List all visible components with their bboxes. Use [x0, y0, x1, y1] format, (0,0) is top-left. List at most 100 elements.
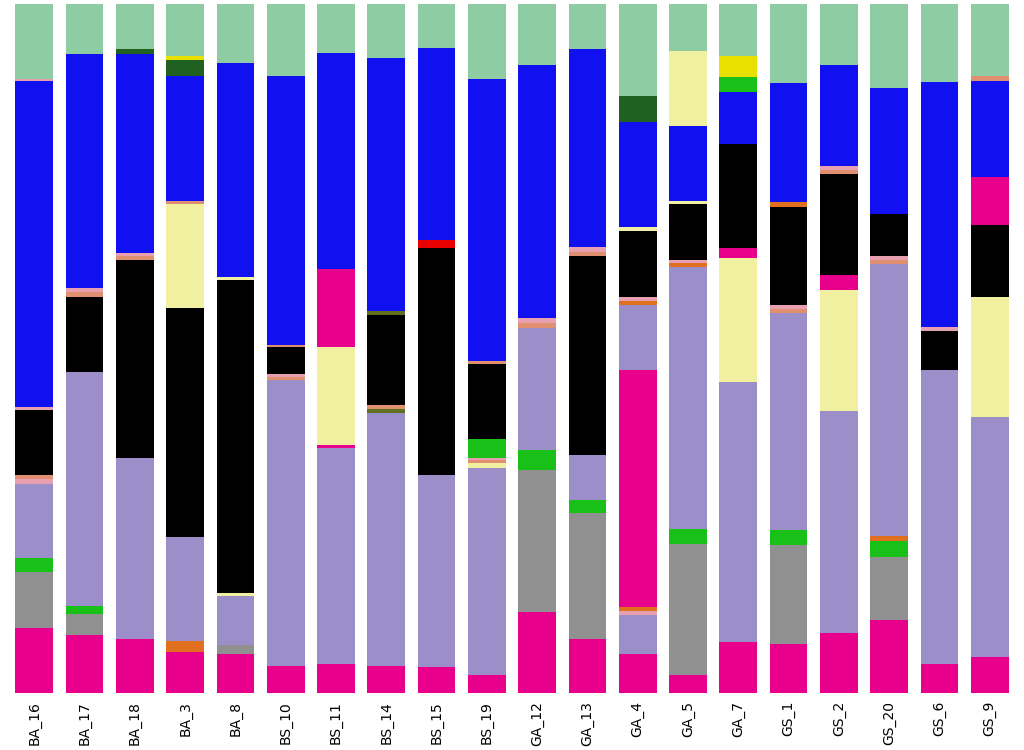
Bar [618, 297, 656, 301]
Bar [368, 409, 406, 413]
Bar [921, 82, 958, 327]
Bar [669, 530, 707, 544]
Bar [116, 4, 154, 50]
Bar [317, 448, 355, 664]
Bar [468, 458, 506, 460]
Bar [166, 652, 204, 693]
Bar [166, 204, 204, 308]
Bar [921, 327, 958, 331]
Bar [921, 4, 958, 82]
Bar [618, 4, 656, 96]
Bar [317, 347, 355, 445]
Bar [568, 248, 606, 252]
Bar [971, 225, 1009, 297]
Bar [418, 476, 456, 668]
Bar [468, 361, 506, 364]
Bar [770, 4, 807, 83]
Bar [217, 596, 254, 644]
Bar [15, 475, 53, 479]
Bar [166, 537, 204, 641]
Bar [15, 572, 53, 628]
Bar [921, 370, 958, 664]
Bar [66, 634, 103, 693]
Bar [971, 177, 1009, 225]
Bar [770, 83, 807, 202]
Bar [468, 460, 506, 464]
Bar [770, 644, 807, 693]
Bar [267, 380, 304, 667]
Bar [669, 674, 707, 693]
Bar [66, 296, 103, 372]
Bar [971, 297, 1009, 417]
Bar [66, 54, 103, 288]
Bar [720, 248, 757, 258]
Bar [720, 92, 757, 144]
Bar [15, 81, 53, 407]
Bar [568, 256, 606, 454]
Bar [518, 450, 556, 470]
Bar [166, 76, 204, 201]
Bar [368, 4, 406, 58]
Bar [568, 454, 606, 500]
Bar [618, 304, 656, 370]
Bar [116, 256, 154, 259]
Bar [468, 468, 506, 674]
Bar [166, 201, 204, 204]
Bar [368, 413, 406, 666]
Bar [618, 227, 656, 231]
Bar [518, 612, 556, 693]
Bar [15, 79, 53, 81]
Bar [618, 654, 656, 693]
Bar [368, 315, 406, 405]
Bar [770, 206, 807, 305]
Bar [166, 641, 204, 652]
Bar [669, 544, 707, 674]
Bar [116, 54, 154, 253]
Bar [669, 267, 707, 530]
Bar [418, 240, 456, 248]
Bar [720, 258, 757, 382]
Bar [820, 64, 858, 166]
Bar [720, 4, 757, 56]
Bar [971, 76, 1009, 81]
Bar [518, 328, 556, 450]
Bar [217, 592, 254, 596]
Bar [971, 81, 1009, 177]
Bar [317, 53, 355, 268]
Bar [468, 364, 506, 439]
Bar [418, 248, 456, 476]
Bar [15, 559, 53, 572]
Bar [317, 446, 355, 448]
Bar [720, 144, 757, 248]
Bar [468, 439, 506, 458]
Bar [921, 331, 958, 370]
Bar [166, 4, 204, 56]
Bar [468, 674, 506, 693]
Bar [518, 470, 556, 612]
Bar [518, 4, 556, 65]
Bar [217, 280, 254, 592]
Bar [166, 308, 204, 537]
Bar [267, 4, 304, 76]
Bar [418, 668, 456, 693]
Bar [618, 96, 656, 122]
Bar [770, 314, 807, 530]
Bar [820, 170, 858, 174]
Bar [267, 667, 304, 693]
Bar [217, 63, 254, 278]
Bar [317, 268, 355, 347]
Bar [618, 614, 656, 654]
Bar [568, 639, 606, 693]
Bar [870, 536, 908, 542]
Bar [368, 666, 406, 693]
Bar [770, 545, 807, 644]
Bar [217, 4, 254, 63]
Bar [267, 377, 304, 380]
Bar [116, 458, 154, 639]
Bar [669, 4, 707, 51]
Bar [669, 260, 707, 262]
Bar [15, 410, 53, 475]
Bar [267, 374, 304, 377]
Bar [66, 614, 103, 634]
Bar [116, 260, 154, 458]
